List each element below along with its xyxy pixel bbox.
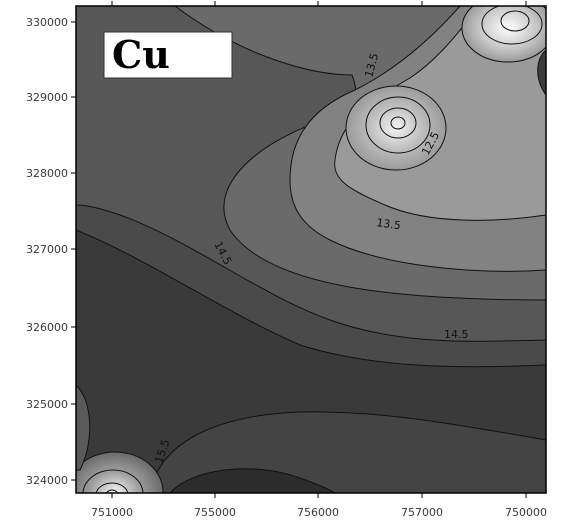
- element-label: Cu: [112, 32, 170, 77]
- peak-southwest-core: [105, 489, 119, 493]
- west-edge-band: [76, 384, 91, 471]
- peak-central: [345, 85, 447, 171]
- y-tick-label: 326000: [26, 321, 68, 334]
- x-tick-label: 757000: [401, 506, 443, 519]
- x-tick-label: 755000: [194, 506, 236, 519]
- x-tick-label: 756000: [297, 506, 339, 519]
- x-axis: 751000 755000 756000 757000 750000: [91, 1, 547, 519]
- peak-central-ring: [365, 96, 431, 154]
- peak-northeast-core: [500, 10, 530, 32]
- x-tick-label: 750000: [505, 506, 547, 519]
- y-axis: 330000 329000 328000 327000 326000 32500…: [26, 16, 76, 487]
- contour-surface: [76, 6, 546, 493]
- x-tick-label: 751000: [91, 506, 133, 519]
- peak-southwest-ring: [82, 469, 144, 493]
- contour-label: 13.5: [376, 216, 402, 232]
- y-tick-label: 328000: [26, 167, 68, 180]
- y-tick-label: 324000: [26, 474, 68, 487]
- contour-label: 13.5: [362, 52, 381, 79]
- element-label-box: Cu: [103, 31, 233, 79]
- y-tick-label: 327000: [26, 243, 68, 256]
- y-tick-label: 330000: [26, 16, 68, 29]
- contour-label: 14.5: [444, 328, 469, 341]
- darkest-pocket: [169, 468, 336, 493]
- y-tick-label: 325000: [26, 398, 68, 411]
- peak-southwest: [76, 451, 164, 493]
- peak-northeast-ring: [481, 6, 543, 45]
- element-label-background: [103, 31, 233, 79]
- peak-central-core: [390, 116, 406, 130]
- peak-southwest-ring-inner: [95, 482, 129, 493]
- peak-central-ring-inner: [379, 107, 417, 139]
- y-tick-label: 329000: [26, 91, 68, 104]
